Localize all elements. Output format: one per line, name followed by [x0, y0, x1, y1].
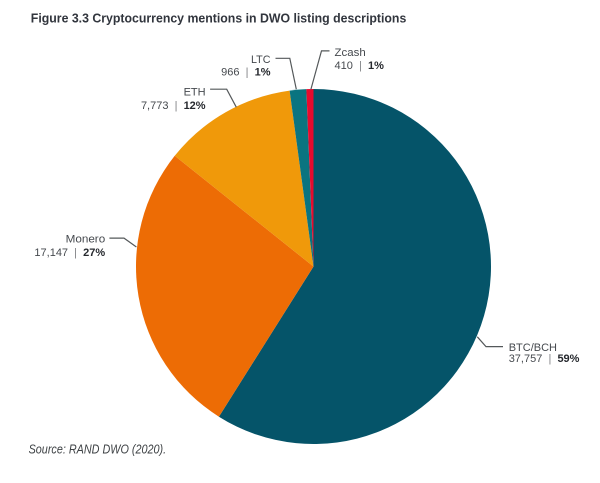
svg-text:410 | 1%: 410 | 1%	[335, 60, 385, 72]
svg-text:Zcash: Zcash	[335, 47, 366, 59]
svg-text:966 | 1%: 966 | 1%	[221, 66, 271, 78]
svg-text:Monero: Monero	[66, 234, 106, 246]
svg-text:ETH: ETH	[184, 87, 206, 99]
svg-text:Figure 3.3 Cryptocurrency ment: Figure 3.3 Cryptocurrency mentions in DW…	[31, 12, 407, 26]
svg-text:Source: RAND DWO (2020).: Source: RAND DWO (2020).	[29, 442, 167, 457]
svg-text:7,773 | 12%: 7,773 | 12%	[141, 100, 206, 112]
svg-text:LTC: LTC	[251, 54, 271, 66]
svg-text:37,757 | 59%: 37,757 | 59%	[509, 353, 580, 365]
svg-text:BTC/BCH: BTC/BCH	[509, 342, 557, 354]
svg-text:17,147 | 27%: 17,147 | 27%	[34, 247, 105, 259]
